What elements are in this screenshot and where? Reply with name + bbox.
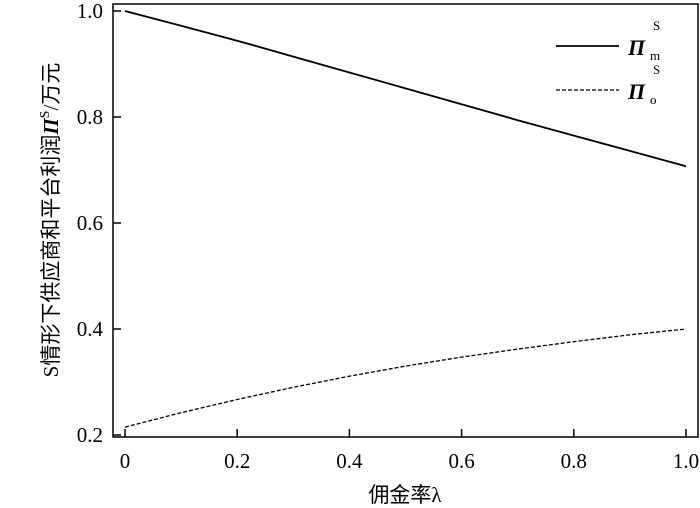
legend-symbol: Π <box>627 35 646 60</box>
y-tick-label: 1.0 <box>77 0 103 23</box>
legend-subscript: m <box>650 48 660 63</box>
series-layer <box>124 10 687 428</box>
y-axis-title-suffix: /万元 <box>39 63 63 111</box>
y-axis-title-prefix: S情形下供应商和平台利润 <box>39 135 63 378</box>
legend-superscript: S <box>653 62 660 77</box>
x-axis-ticks: 0 0.2 0.4 0.6 0.8 1.0 <box>120 429 699 473</box>
x-tick-label: 0.2 <box>224 449 250 473</box>
x-tick-label: 0 <box>120 449 131 473</box>
legend-superscript: S <box>653 18 660 33</box>
x-tick-label: 1.0 <box>673 449 699 473</box>
plot-frame <box>112 3 699 438</box>
x-tick-label: 0.4 <box>336 449 363 473</box>
series-line-m <box>124 10 687 168</box>
y-tick-label: 0.2 <box>77 423 103 447</box>
y-axis-title-symbol: Π <box>39 118 63 136</box>
series-line-o <box>124 328 687 428</box>
x-axis-title: 佣金率λ <box>368 483 442 507</box>
y-axis-title-superscript: S <box>38 111 53 119</box>
legend-subscript: o <box>650 92 657 107</box>
y-axis-ticks: 0.2 0.4 0.6 0.8 1.0 <box>77 0 121 447</box>
y-tick-label: 0.6 <box>77 211 103 235</box>
x-tick-label: 0.6 <box>448 449 474 473</box>
y-axis-title: S情形下供应商和平台利润ΠS/万元 <box>38 63 63 378</box>
y-tick-label: 0.4 <box>77 317 104 341</box>
legend-symbol: Π <box>627 79 646 104</box>
x-tick-label: 0.8 <box>561 449 587 473</box>
y-tick-label: 0.8 <box>77 105 103 129</box>
